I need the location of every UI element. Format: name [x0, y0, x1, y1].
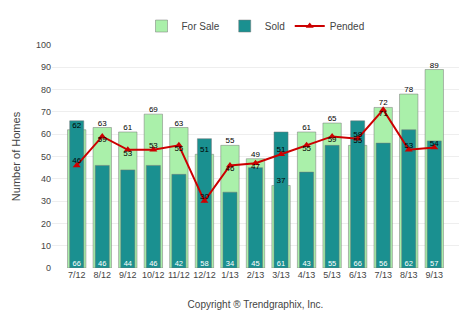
svg-text:53: 53: [149, 141, 158, 150]
svg-text:45: 45: [251, 259, 259, 268]
svg-text:61: 61: [302, 123, 311, 132]
svg-text:30: 30: [41, 196, 51, 206]
svg-text:3/13: 3/13: [272, 270, 290, 280]
svg-text:10: 10: [41, 241, 51, 251]
svg-text:55: 55: [174, 144, 183, 153]
svg-text:1/13: 1/13: [221, 270, 239, 280]
svg-text:2/13: 2/13: [247, 270, 265, 280]
svg-text:78: 78: [404, 85, 413, 94]
svg-text:50: 50: [41, 152, 51, 162]
svg-text:53: 53: [123, 149, 132, 158]
svg-text:57: 57: [430, 259, 438, 268]
svg-text:61: 61: [277, 259, 285, 268]
svg-text:49: 49: [251, 150, 260, 159]
svg-text:Sold: Sold: [265, 21, 285, 32]
svg-text:0: 0: [46, 263, 51, 273]
svg-text:100: 100: [36, 40, 51, 50]
svg-text:58: 58: [200, 259, 208, 268]
svg-text:55: 55: [302, 144, 311, 153]
svg-text:For Sale: For Sale: [182, 21, 220, 32]
svg-text:62: 62: [405, 259, 413, 268]
svg-text:89: 89: [430, 61, 439, 70]
svg-text:11/12: 11/12: [168, 270, 190, 280]
svg-text:30: 30: [200, 192, 209, 201]
svg-text:66: 66: [353, 259, 361, 268]
svg-text:63: 63: [174, 119, 183, 128]
svg-text:20: 20: [41, 219, 51, 229]
svg-text:72: 72: [379, 98, 388, 107]
svg-text:51: 51: [277, 145, 286, 154]
svg-text:6/13: 6/13: [349, 270, 367, 280]
svg-text:53: 53: [404, 141, 413, 150]
svg-text:Pended: Pended: [330, 21, 364, 32]
svg-text:40: 40: [41, 174, 51, 184]
svg-text:69: 69: [149, 105, 158, 114]
svg-text:54: 54: [430, 139, 439, 148]
svg-text:65: 65: [328, 114, 337, 123]
svg-text:70: 70: [41, 107, 51, 117]
svg-text:12/12: 12/12: [193, 270, 216, 280]
svg-text:4/13: 4/13: [298, 270, 316, 280]
svg-text:8/13: 8/13: [400, 270, 418, 280]
svg-text:90: 90: [41, 62, 51, 72]
svg-text:63: 63: [98, 119, 107, 128]
svg-text:43: 43: [302, 259, 310, 268]
svg-text:46: 46: [149, 259, 157, 268]
svg-text:9/12: 9/12: [119, 270, 137, 280]
svg-text:Copyright ® Trendgraphix, Inc.: Copyright ® Trendgraphix, Inc.: [188, 299, 324, 310]
svg-text:51: 51: [200, 145, 209, 154]
svg-text:7/12: 7/12: [68, 270, 86, 280]
svg-text:Number of Homes: Number of Homes: [10, 111, 22, 201]
svg-text:58: 58: [353, 130, 362, 139]
svg-text:8/12: 8/12: [93, 270, 111, 280]
svg-text:66: 66: [73, 259, 81, 268]
svg-text:46: 46: [226, 164, 235, 173]
svg-text:47: 47: [251, 162, 260, 171]
svg-text:71: 71: [379, 109, 388, 118]
svg-text:46: 46: [98, 259, 106, 268]
svg-text:62: 62: [72, 121, 81, 130]
svg-text:7/13: 7/13: [374, 270, 392, 280]
svg-text:60: 60: [41, 129, 51, 139]
svg-text:44: 44: [124, 259, 132, 268]
svg-text:46: 46: [72, 156, 81, 165]
svg-text:55: 55: [226, 136, 235, 145]
svg-text:55: 55: [328, 259, 336, 268]
svg-text:37: 37: [277, 176, 286, 185]
svg-text:5/13: 5/13: [323, 270, 341, 280]
svg-text:9/13: 9/13: [426, 270, 444, 280]
svg-text:42: 42: [175, 259, 183, 268]
svg-text:10/12: 10/12: [142, 270, 165, 280]
svg-text:59: 59: [98, 135, 107, 144]
svg-text:61: 61: [123, 123, 132, 132]
svg-text:59: 59: [328, 135, 337, 144]
svg-text:80: 80: [41, 85, 51, 95]
svg-text:34: 34: [226, 259, 234, 268]
svg-text:55: 55: [353, 136, 362, 145]
svg-text:56: 56: [379, 259, 387, 268]
